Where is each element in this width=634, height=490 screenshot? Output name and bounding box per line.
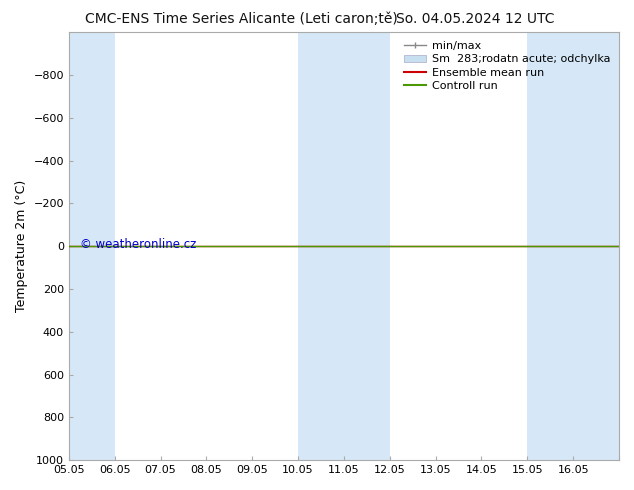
Text: So. 04.05.2024 12 UTC: So. 04.05.2024 12 UTC <box>396 12 555 26</box>
Legend: min/max, Sm  283;rodatn acute; odchylka, Ensemble mean run, Controll run: min/max, Sm 283;rodatn acute; odchylka, … <box>401 38 614 95</box>
Text: © weatheronline.cz: © weatheronline.cz <box>80 238 197 250</box>
Y-axis label: Temperature 2m (°C): Temperature 2m (°C) <box>15 180 28 312</box>
Bar <box>298 32 390 460</box>
Bar <box>69 32 115 460</box>
Text: CMC-ENS Time Series Alicante (Leti caron;tě): CMC-ENS Time Series Alicante (Leti caron… <box>84 12 398 26</box>
Bar <box>527 32 619 460</box>
